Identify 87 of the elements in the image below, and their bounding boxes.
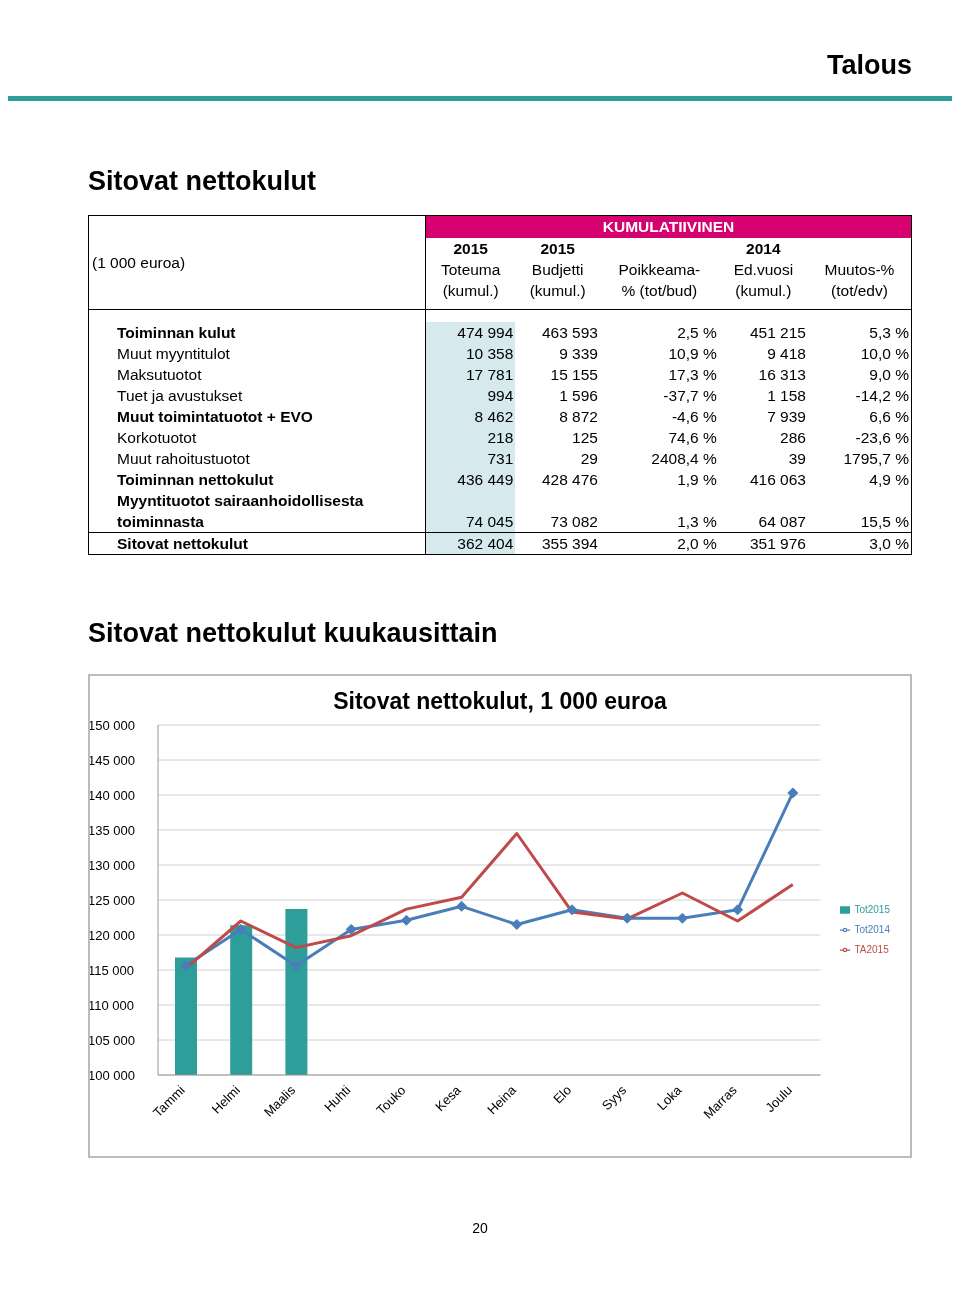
text: 7 939 (767, 408, 806, 425)
text: 1795,7 % (843, 450, 909, 467)
text: 474 994 (457, 324, 514, 341)
text: 20 (471, 1220, 489, 1236)
category-label: Muut toimintatuotot + EVO (117, 408, 313, 425)
text: 16 313 (758, 366, 806, 383)
legend-label: Tot2015 (854, 904, 890, 915)
text: 1,9 % (677, 471, 717, 488)
text: 29 (580, 450, 598, 467)
text: 10,9 % (668, 345, 717, 362)
text: 9 418 (767, 345, 806, 362)
text: Sitovat nettokulut (88, 166, 316, 197)
text: 451 215 (749, 324, 806, 341)
text: 15 155 (550, 366, 598, 383)
category-label: Muutos-% (tot/edv) (823, 260, 896, 301)
text: 3,0 % (869, 535, 909, 552)
category-label: 2015 Toteuma (kumul.) (439, 239, 502, 301)
chart-title: Sitovat nettokulut, 1 000 euroa (332, 688, 668, 715)
text: 10 358 (465, 345, 514, 362)
text: -37,7 % (663, 387, 717, 404)
text: 39 (788, 450, 806, 467)
point (345, 923, 357, 935)
text: -14,2 % (855, 387, 909, 404)
text: 8 462 (474, 408, 514, 425)
text: 17,3 % (668, 366, 717, 383)
text: 416 063 (749, 471, 806, 488)
text: 8 872 (559, 408, 598, 425)
point (290, 960, 302, 972)
text: 9 339 (559, 345, 598, 362)
category-label: Toiminnan nettokulut (117, 471, 274, 488)
category-label: 2014 Ed.vuosi (kumul.) (732, 239, 795, 301)
text: -23,6 % (855, 429, 909, 446)
category-label: Maksutuotot (117, 366, 202, 383)
category-label: Myyntituotot sairaanhoidollisesta toiminnasta (117, 492, 364, 530)
point (235, 923, 247, 935)
category-label: 2015 Budjetti (kumul.) (528, 239, 587, 301)
text: 355 394 (541, 535, 598, 552)
text: 64 087 (758, 513, 806, 530)
x-tick-label: Elo (550, 1082, 575, 1107)
text: 1 596 (559, 387, 598, 404)
text: 17 781 (465, 366, 514, 383)
category-label: Muut myyntitulot (117, 345, 230, 362)
category-label: Tuet ja avustukset (117, 387, 243, 404)
category-label: Sitovat nettokulut (117, 535, 248, 552)
text: 286 (780, 429, 806, 446)
text: 463 593 (541, 324, 598, 341)
text: 428 476 (541, 471, 598, 488)
text: KUMULATIIVINEN (425, 215, 912, 238)
text: 436 449 (457, 471, 514, 488)
category-label: (1 000 euroa) (92, 253, 187, 272)
category-label: Muut rahoitustuotot (117, 450, 250, 467)
point (180, 960, 192, 972)
text: 2,0 % (677, 535, 717, 552)
text: 2408,4 % (651, 450, 717, 467)
point (400, 914, 412, 926)
legend-label: TA2015 (854, 944, 889, 955)
text: 4,9 % (869, 471, 909, 488)
text: 73 082 (550, 513, 598, 530)
text: 74,6 % (668, 429, 717, 446)
point (621, 912, 633, 924)
text: 10,0 % (860, 345, 909, 362)
text: 362 404 (457, 535, 514, 552)
category-label: Korkotuotot (117, 429, 197, 446)
text: 74 045 (465, 513, 514, 530)
text: 351 976 (749, 535, 806, 552)
category-label: Toiminnan kulut (117, 324, 236, 341)
text: 1 158 (767, 387, 806, 404)
point (566, 904, 578, 916)
text: 218 (487, 429, 514, 446)
legend-label: Tot2014 (854, 924, 890, 935)
text: 6,6 % (869, 408, 909, 425)
text: 1,3 % (677, 513, 717, 530)
point (787, 787, 799, 799)
text: Sitovat nettokulut kuukausittain (88, 618, 498, 649)
point (732, 904, 744, 916)
text: 731 (487, 450, 514, 467)
text: 15,5 % (860, 513, 909, 530)
text: 125 (572, 429, 598, 446)
text: 5,3 % (869, 324, 909, 341)
text: 2,5 % (677, 324, 717, 341)
point (456, 900, 468, 912)
text: -4,6 % (671, 408, 717, 425)
text: 9,0 % (869, 366, 909, 383)
point (511, 919, 523, 930)
category-label: Poikkeama- % (tot/bud) (617, 260, 702, 301)
text: 994 (487, 387, 514, 404)
text: Talous (826, 50, 912, 81)
